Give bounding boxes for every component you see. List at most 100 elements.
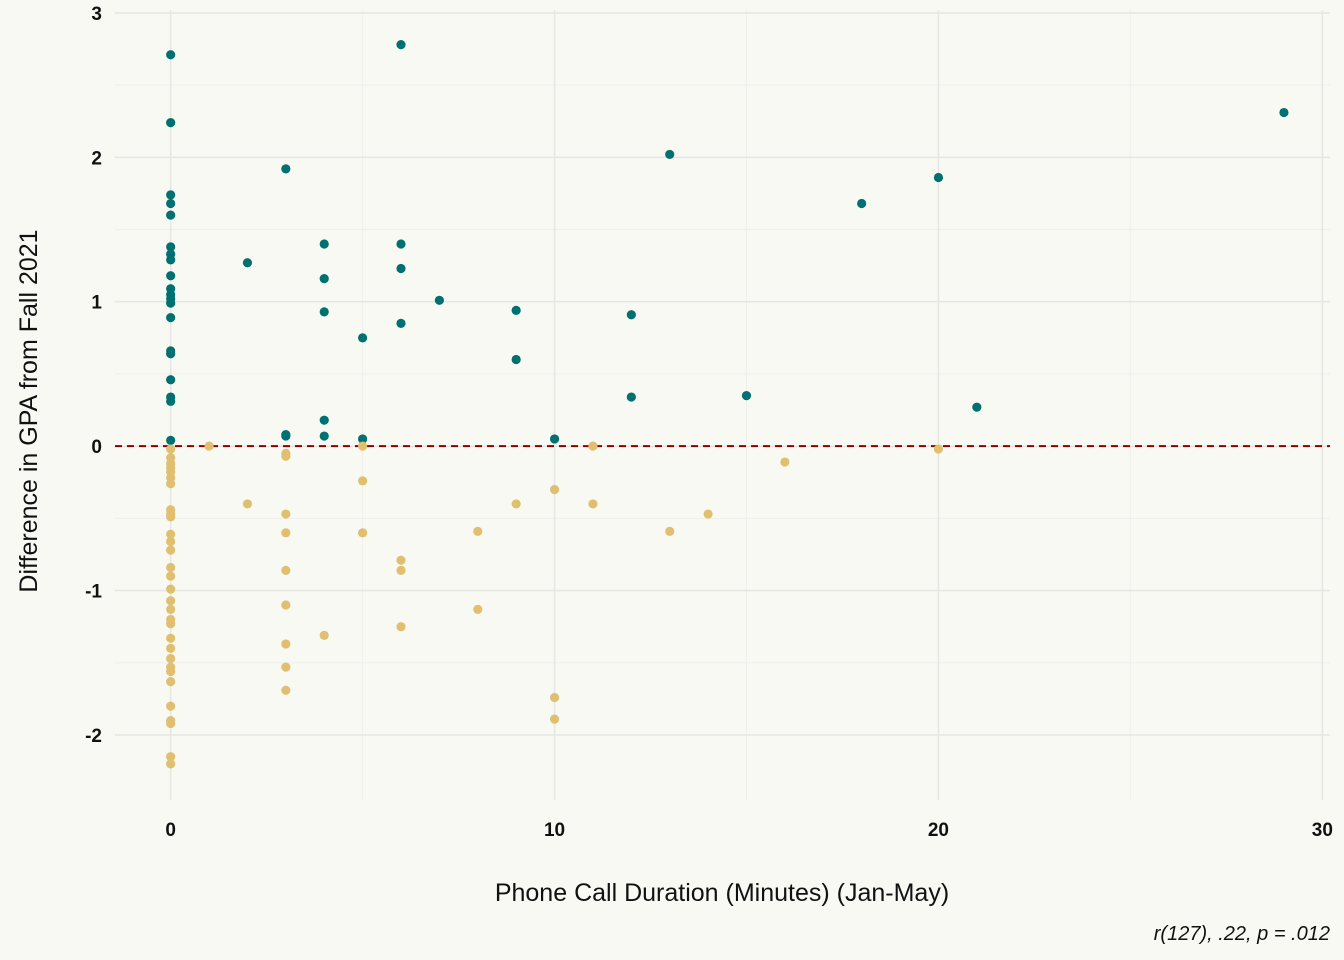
data-point-gain (319, 431, 329, 441)
data-point-gain (166, 255, 176, 265)
data-point-loss (166, 666, 176, 677)
data-point-gain (319, 274, 329, 284)
data-point-gain (242, 258, 253, 268)
data-point-loss (396, 555, 406, 565)
x-axis-title: Phone Call Duration (Minutes) (Jan-May) (495, 879, 949, 907)
data-point-loss (549, 714, 560, 724)
data-point-loss (358, 476, 368, 486)
y-tick-label: 2 (91, 148, 102, 169)
data-point-gain (166, 298, 176, 308)
data-point-gain (396, 40, 406, 50)
data-point-gain (319, 415, 329, 425)
data-point-gain (626, 310, 636, 320)
data-point-gain (166, 435, 176, 445)
data-point-loss (358, 528, 368, 538)
data-point-gain (319, 307, 329, 317)
data-point-loss (281, 451, 291, 461)
data-point-loss (281, 662, 291, 672)
data-point-gain (358, 333, 368, 343)
data-point-gain (434, 295, 444, 305)
data-point-loss (166, 653, 176, 664)
y-tick-label: -2 (85, 726, 102, 747)
data-point-loss (358, 441, 368, 451)
data-point-gain (166, 242, 176, 252)
data-point-loss (933, 444, 944, 454)
data-point-loss (281, 639, 291, 649)
data-point-gain (549, 434, 560, 444)
data-point-loss (588, 499, 598, 509)
data-point-loss (166, 643, 176, 653)
data-point-gain (319, 239, 329, 249)
data-point-gain (166, 375, 176, 385)
data-point-gain (166, 50, 176, 60)
data-point-loss (166, 633, 176, 643)
data-point-loss (166, 571, 176, 581)
data-point-loss (396, 622, 406, 632)
data-point-loss (166, 604, 176, 614)
data-point-loss (166, 529, 176, 539)
data-point-loss (511, 499, 521, 509)
data-point-gain (166, 198, 176, 209)
data-point-gain (626, 392, 636, 402)
data-point-loss (396, 565, 406, 575)
data-point-loss (281, 565, 291, 575)
data-point-gain (166, 210, 176, 220)
data-point-gain (1279, 107, 1289, 118)
data-point-gain (741, 391, 752, 401)
data-point-loss (549, 692, 560, 703)
data-point-loss (549, 484, 560, 495)
y-tick-label: -1 (85, 582, 102, 603)
x-tick-label: 0 (165, 820, 176, 841)
data-point-loss (281, 600, 291, 610)
data-point-gain (511, 354, 521, 365)
data-point-loss (703, 509, 713, 519)
data-point-gain (281, 164, 291, 174)
data-point-gain (933, 172, 944, 183)
data-point-loss (166, 512, 176, 522)
y-tick-label: 0 (91, 437, 102, 458)
data-point-gain (166, 349, 176, 359)
x-tick-label: 30 (1312, 820, 1333, 841)
data-point-gain (166, 271, 176, 281)
chart-caption: r(127), .22, p = .012 (1154, 923, 1330, 945)
data-point-gain (396, 263, 406, 274)
data-point-loss (166, 619, 176, 629)
data-point-loss (166, 676, 176, 687)
data-point-gain (396, 318, 406, 329)
data-point-loss (242, 499, 253, 509)
data-point-gain (358, 434, 368, 444)
data-point-loss (588, 441, 598, 451)
data-point-loss (166, 584, 176, 594)
data-point-loss (166, 545, 176, 555)
data-point-gain (972, 402, 982, 412)
data-point-gain (665, 149, 675, 160)
tick-labels-layer: 0 10 20 30 -2 -1 0 1 2 3 (85, 4, 1333, 841)
data-point-loss (166, 562, 176, 573)
data-point-loss (166, 701, 176, 711)
data-point-loss (166, 596, 176, 606)
data-point-loss (281, 509, 291, 519)
data-point-loss (166, 718, 176, 729)
data-point-gain (281, 431, 291, 441)
points-layer (166, 40, 1289, 769)
data-point-gain (166, 118, 176, 128)
data-point-loss (281, 685, 291, 695)
data-point-gain (166, 190, 176, 200)
data-point-loss (473, 604, 483, 614)
data-point-loss (473, 526, 483, 536)
data-point-loss (166, 759, 176, 769)
data-point-gain (166, 313, 176, 323)
data-point-loss (281, 528, 291, 538)
data-point-gain (857, 198, 867, 209)
x-tick-label: 20 (928, 820, 949, 841)
data-point-loss (780, 457, 790, 467)
y-tick-label: 3 (91, 4, 102, 25)
data-point-loss (319, 630, 329, 640)
data-point-gain (166, 396, 176, 406)
data-point-loss (166, 752, 176, 762)
data-point-loss (204, 441, 214, 451)
data-point-loss (166, 444, 176, 454)
data-point-loss (665, 526, 675, 536)
